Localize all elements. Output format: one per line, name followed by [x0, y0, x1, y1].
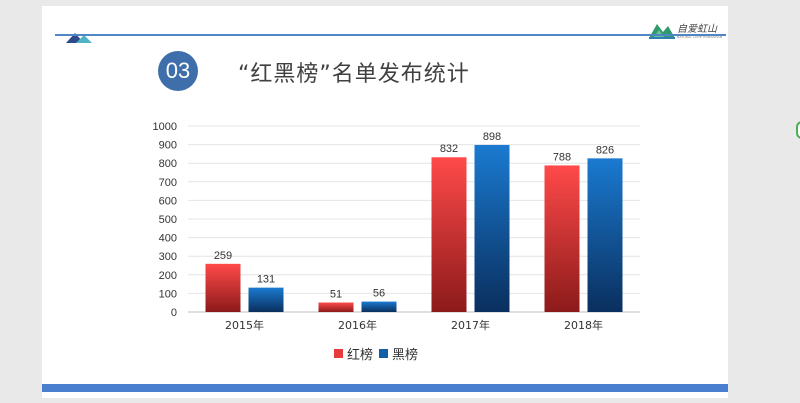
data-label: 259	[214, 250, 232, 262]
legend-label-red: 红榜	[347, 348, 374, 363]
y-tick-label: 300	[159, 251, 177, 263]
chart-legend: 红榜 黑榜	[334, 344, 424, 363]
legend-item-red: 红榜	[334, 344, 373, 363]
y-tick-label: 900	[159, 140, 177, 152]
bar-black-2	[474, 144, 510, 312]
mountain-logo-icon	[66, 33, 92, 43]
bar-red-0	[205, 263, 241, 312]
y-tick-label: 0	[171, 307, 177, 319]
bar-black-0	[248, 287, 284, 312]
legend-swatch-red	[334, 349, 343, 358]
data-label: 131	[257, 274, 275, 286]
y-tick-label: 800	[159, 158, 177, 170]
bar-black-1	[361, 301, 397, 312]
data-label: 51	[330, 289, 342, 301]
bottom-accent-bar	[42, 384, 728, 392]
brand-name: 自爱虹山	[677, 24, 717, 35]
brand-subtitle: NATURAL LOVE HONGSHAN	[677, 35, 723, 39]
bar-red-2	[431, 157, 467, 312]
slide-title: “红黑榜”名单发布统计	[238, 62, 470, 87]
y-tick-label: 600	[159, 195, 177, 207]
bar-black-3	[587, 158, 623, 312]
x-tick-label: 2018年	[564, 318, 603, 332]
y-tick-label: 100	[159, 288, 177, 300]
data-label: 898	[483, 131, 501, 143]
header-divider	[55, 34, 726, 36]
y-tick-label: 700	[159, 177, 177, 189]
legend-item-black: 黑榜	[379, 344, 418, 363]
data-label: 56	[373, 288, 385, 300]
y-tick-label: 1000	[153, 121, 177, 133]
x-tick-label: 2017年	[451, 318, 490, 332]
x-tick-label: 2016年	[338, 318, 377, 332]
side-toggle-button[interactable]	[796, 121, 800, 139]
bar-red-1	[318, 302, 354, 312]
legend-label-black: 黑榜	[392, 348, 419, 363]
y-tick-label: 400	[159, 233, 177, 245]
section-number-badge: 03	[158, 51, 198, 91]
data-label: 788	[553, 151, 571, 163]
data-label: 826	[596, 144, 614, 156]
bar-red-3	[544, 165, 580, 312]
x-tick-label: 2015年	[225, 318, 264, 332]
y-tick-label: 200	[159, 270, 177, 282]
y-tick-label: 500	[159, 214, 177, 226]
legend-swatch-black	[379, 349, 389, 358]
data-label: 832	[440, 143, 458, 155]
